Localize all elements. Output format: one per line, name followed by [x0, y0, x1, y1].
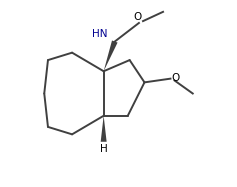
- Text: HN: HN: [92, 29, 107, 39]
- Text: O: O: [134, 12, 142, 22]
- Polygon shape: [104, 41, 118, 71]
- Text: H: H: [100, 144, 108, 154]
- Polygon shape: [101, 116, 107, 142]
- Text: O: O: [171, 73, 180, 83]
